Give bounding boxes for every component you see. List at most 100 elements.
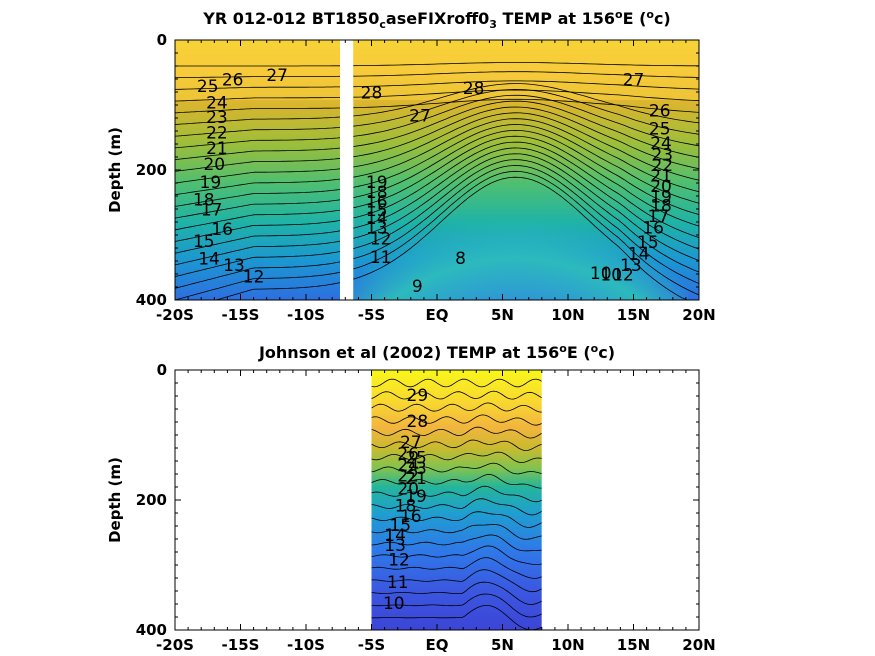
contour-label: 15 [366, 201, 388, 221]
contour-label: 16 [366, 193, 388, 213]
chart-top: YR 012-012 BT1850caseFIXroff03 TEMP at 1… [106, 8, 716, 324]
contour-label: 12 [388, 550, 410, 570]
x-tick-label: EQ [426, 636, 449, 654]
contour-line [175, 168, 341, 184]
contour-label: 13 [366, 219, 388, 239]
contour-line [371, 462, 542, 475]
contour-line [353, 98, 699, 113]
contour-line [175, 209, 341, 231]
contour-label: 18 [650, 196, 672, 216]
chart-bottom: Johnson et al (2002) TEMP at 156oE (oc) … [106, 342, 716, 654]
x-tick-label: -15S [222, 636, 260, 654]
x-tick-label: EQ [426, 306, 449, 324]
contour-line [371, 569, 542, 593]
x-tick-label: -5S [358, 636, 385, 654]
chart-top-title: YR 012-012 BT1850caseFIXroff03 TEMP at 1… [202, 8, 670, 31]
x-tick-label: 10N [551, 306, 584, 324]
x-tick-label: 10N [551, 636, 584, 654]
x-tick-label: -20S [156, 306, 194, 324]
contour-line [353, 100, 699, 158]
contour-label: 23 [206, 108, 228, 128]
x-tick-label: -10S [287, 636, 325, 654]
contour-label: 22 [206, 124, 228, 144]
x-tick-label: -10S [287, 306, 325, 324]
contour-label: 16 [400, 507, 422, 527]
contour-label: 15 [193, 232, 215, 252]
contour-line [371, 439, 542, 452]
contour-line [353, 147, 699, 250]
contour-line [371, 605, 542, 630]
contour-label: 11 [370, 248, 392, 268]
contour-line [353, 124, 699, 204]
contour-line [175, 271, 341, 300]
contour-label: 24 [650, 134, 672, 154]
contour-line [175, 178, 341, 196]
contour-line [175, 261, 341, 289]
contour-label: 28 [361, 83, 383, 103]
contour-line [353, 80, 699, 90]
contour-label: 26 [222, 70, 244, 90]
contour-label: 13 [620, 256, 642, 276]
contour-line [175, 199, 341, 219]
contour-label: 26 [397, 445, 419, 465]
contour-line [353, 112, 699, 181]
y-tick-label: 400 [136, 291, 167, 309]
contour-line [175, 75, 341, 79]
contour-label: 18 [366, 183, 388, 203]
data-field [175, 40, 341, 300]
contour-line [353, 94, 699, 147]
contour-line [353, 62, 699, 67]
contour-line [353, 88, 699, 135]
contour-label: 18 [193, 191, 215, 211]
contour-line [353, 118, 699, 193]
data-field [371, 370, 542, 630]
contour-label: 18 [395, 497, 417, 517]
y-tick-label: 0 [157, 361, 167, 379]
contour-label: 11 [387, 573, 409, 593]
contour-line [353, 106, 699, 170]
contour-line [175, 282, 341, 300]
chart-bottom-title: Johnson et al (2002) TEMP at 156oE (oc) [258, 342, 615, 362]
contour-line [371, 534, 542, 552]
contour-label: 14 [384, 526, 406, 546]
contour-label: 19 [200, 173, 222, 193]
contour-label: 23 [405, 459, 427, 479]
contour-label: 25 [649, 120, 671, 140]
contour-label: 16 [642, 219, 664, 239]
contour-line [175, 97, 341, 102]
contour-line [175, 251, 341, 277]
contour-label: 15 [389, 516, 411, 536]
contour-line [371, 485, 542, 503]
contour-line [175, 107, 341, 114]
contour-label: 28 [463, 79, 485, 99]
contour-line [371, 390, 542, 400]
contour-label: 20 [650, 177, 672, 197]
contour-label: 14 [198, 250, 220, 270]
x-tick-label: 15N [617, 636, 650, 654]
contour-label: 29 [407, 386, 429, 406]
contour-label: 27 [409, 107, 431, 127]
y-tick-label: 0 [157, 31, 167, 49]
contour-line [371, 557, 542, 579]
contour-label: 8 [455, 249, 466, 269]
contour-label: 21 [206, 139, 228, 159]
contour-line [353, 83, 699, 124]
contour-label: 19 [650, 187, 672, 207]
contour-label: 9 [412, 277, 423, 297]
contour-line [353, 129, 699, 215]
y-tick-label: 200 [136, 491, 167, 509]
data-field [353, 40, 699, 300]
contour-line [175, 127, 341, 137]
contour-label: 27 [266, 66, 288, 86]
contour-label: 27 [623, 70, 645, 90]
contour-line [175, 158, 341, 172]
contour-label: 12 [370, 230, 392, 250]
contour-label: 22 [397, 467, 419, 487]
chart-top-ylabel: Depth (m) [106, 127, 124, 213]
contour-line [175, 137, 341, 149]
contour-label: 10 [383, 594, 405, 614]
contour-label: 14 [366, 209, 388, 229]
x-tick-label: 20N [682, 306, 715, 324]
